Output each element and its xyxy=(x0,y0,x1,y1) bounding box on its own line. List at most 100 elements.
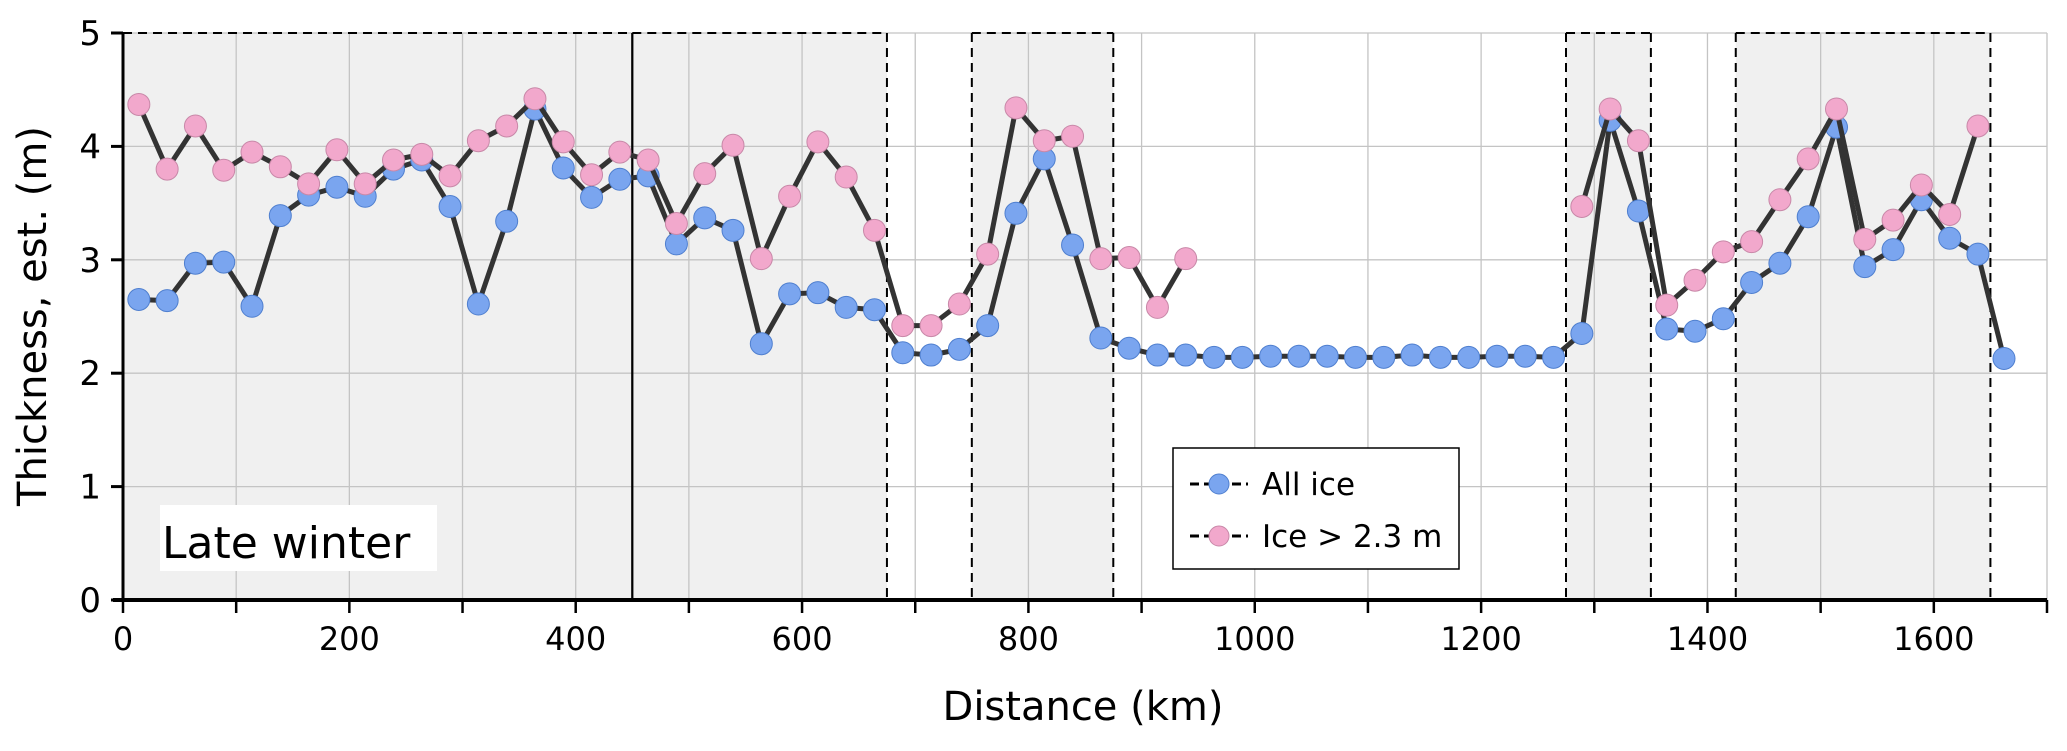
data-series xyxy=(127,87,2016,370)
legend-item-all-ice: All ice xyxy=(1190,467,1355,503)
data-point xyxy=(1287,344,1311,368)
data-point xyxy=(749,332,773,356)
data-point xyxy=(947,337,971,361)
data-point xyxy=(1542,345,1566,369)
data-point xyxy=(127,287,151,311)
data-point xyxy=(466,292,490,316)
annotation-box: Late winter xyxy=(160,505,437,571)
data-point xyxy=(862,298,886,322)
data-point xyxy=(608,167,632,191)
y-tick-label: 1 xyxy=(79,468,101,508)
x-tick-label: 1000 xyxy=(1214,620,1295,658)
data-point xyxy=(325,138,349,162)
data-point xyxy=(183,251,207,275)
data-point xyxy=(834,165,858,189)
data-point xyxy=(1061,233,1085,257)
data-point xyxy=(268,155,292,179)
data-point xyxy=(1796,147,1820,171)
data-point xyxy=(1992,346,2016,370)
data-point xyxy=(1570,322,1594,346)
annotation-label: Late winter xyxy=(162,518,411,569)
y-axis-title: Thickness, est. (m) xyxy=(10,126,56,507)
data-point xyxy=(438,195,462,219)
data-point xyxy=(1853,255,1877,279)
data-point xyxy=(1966,242,1990,266)
data-point xyxy=(1626,129,1650,153)
data-point xyxy=(1881,238,1905,262)
data-point xyxy=(919,314,943,338)
data-point xyxy=(834,295,858,319)
data-point xyxy=(1259,344,1283,368)
data-point xyxy=(1513,344,1537,368)
data-point xyxy=(1711,307,1735,331)
data-point xyxy=(1428,345,1452,369)
y-tick-label: 5 xyxy=(79,14,101,54)
data-point xyxy=(1909,173,1933,197)
x-axis-title: Distance (km) xyxy=(943,684,1224,730)
data-point xyxy=(1626,199,1650,223)
data-point xyxy=(495,114,519,138)
data-point xyxy=(1230,345,1254,369)
data-point xyxy=(721,133,745,157)
data-point xyxy=(580,185,604,209)
legend-label-ice-gt-2-3: Ice > 2.3 m xyxy=(1262,519,1442,555)
data-point xyxy=(1372,345,1396,369)
data-point xyxy=(240,294,264,318)
data-point xyxy=(1315,344,1339,368)
data-point xyxy=(947,292,971,316)
legend-marker-all-ice xyxy=(1208,473,1230,495)
data-point xyxy=(268,204,292,228)
data-point xyxy=(721,218,745,242)
data-point xyxy=(693,162,717,186)
y-tick-label: 2 xyxy=(79,354,101,394)
legend: All ice Ice > 2.3 m xyxy=(1172,447,1460,570)
series-ice-gt-2-3 xyxy=(127,87,1990,338)
data-point xyxy=(495,209,519,233)
x-tick-label: 1400 xyxy=(1667,620,1748,658)
data-point xyxy=(1457,345,1481,369)
shaded-region xyxy=(1735,33,1991,600)
data-point xyxy=(1117,246,1141,270)
x-tick-label: 200 xyxy=(319,620,380,658)
data-point xyxy=(1400,343,1424,367)
data-point xyxy=(155,157,179,181)
data-point xyxy=(212,158,236,182)
data-point xyxy=(551,156,575,180)
data-point xyxy=(580,163,604,187)
data-point xyxy=(1343,345,1367,369)
data-point xyxy=(325,175,349,199)
data-point xyxy=(1966,114,1990,138)
region-dividers xyxy=(123,32,1992,600)
data-point xyxy=(1145,343,1169,367)
data-point xyxy=(466,129,490,153)
data-point xyxy=(862,218,886,242)
data-point xyxy=(1938,226,1962,250)
data-point xyxy=(1740,270,1764,294)
data-point xyxy=(1655,293,1679,317)
data-point xyxy=(1881,208,1905,232)
data-point xyxy=(636,148,660,172)
data-point xyxy=(1145,295,1169,319)
data-point xyxy=(523,87,547,111)
data-point xyxy=(806,281,830,305)
data-point xyxy=(1768,251,1792,275)
shaded-region xyxy=(971,33,1114,600)
data-point xyxy=(183,114,207,138)
legend-label-all-ice: All ice xyxy=(1262,467,1355,503)
x-tick-label: 400 xyxy=(545,620,606,658)
data-point xyxy=(1655,317,1679,341)
data-point xyxy=(749,247,773,271)
data-point xyxy=(1796,205,1820,229)
data-point xyxy=(1598,97,1622,121)
data-point xyxy=(1711,240,1735,264)
data-point xyxy=(891,314,915,338)
legend-marker-ice-gt-2-3 xyxy=(1208,525,1230,547)
data-point xyxy=(155,289,179,313)
data-point xyxy=(212,250,236,274)
data-point xyxy=(1032,129,1056,153)
data-point xyxy=(608,140,632,164)
x-tick-label: 1200 xyxy=(1440,620,1521,658)
data-point xyxy=(1089,247,1113,271)
data-point xyxy=(778,184,802,208)
